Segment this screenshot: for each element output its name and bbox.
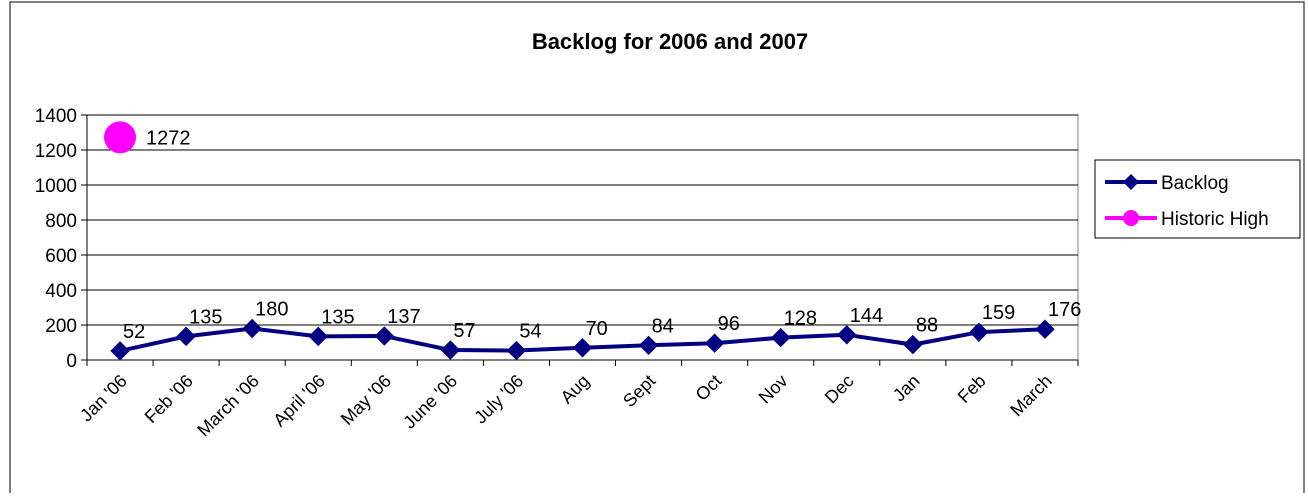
data-point-backlog (374, 326, 395, 346)
data-label-backlog: 88 (916, 315, 938, 337)
data-point-backlog (1035, 319, 1055, 339)
data-point-backlog (242, 318, 262, 339)
data-point-backlog (969, 322, 989, 342)
data-label-backlog: 52 (123, 321, 145, 343)
data-label-backlog: 128 (784, 308, 817, 330)
data-label-backlog: 135 (321, 306, 354, 328)
data-point-historic-high (104, 121, 137, 154)
data-point-backlog (440, 340, 461, 360)
data-point-backlog (837, 325, 857, 345)
data-point-backlog (572, 338, 593, 358)
data-label-backlog: 159 (982, 302, 1015, 324)
data-point-backlog (176, 326, 196, 347)
data-label-backlog: 57 (453, 320, 475, 342)
data-label-backlog: 180 (255, 299, 288, 321)
legend-label-historic-high: Historic High (1161, 209, 1269, 230)
chart-title: Backlog for 2006 and 2007 (532, 29, 808, 54)
y-tick-label: 1200 (35, 141, 77, 162)
legend-marker-historic-high (1123, 210, 1139, 226)
legend-marker-backlog (1123, 174, 1139, 190)
data-label-historic-high: 1272 (146, 127, 191, 149)
data-label-backlog: 176 (1048, 299, 1081, 321)
data-label-backlog: 144 (850, 305, 883, 327)
data-label-backlog: 96 (718, 313, 740, 335)
data-label-backlog: 54 (519, 321, 541, 343)
y-tick-label: 1000 (35, 176, 77, 197)
data-label-backlog: 84 (652, 315, 674, 337)
data-point-backlog (638, 335, 659, 356)
data-point-backlog (704, 333, 725, 353)
data-point-backlog (770, 327, 791, 348)
data-point-backlog (110, 341, 130, 361)
data-point-backlog (506, 340, 527, 361)
y-tick-label: 600 (45, 246, 77, 267)
data-label-backlog: 70 (586, 318, 608, 340)
data-label-backlog: 135 (189, 306, 222, 328)
y-tick-label: 1400 (35, 106, 77, 127)
data-point-backlog (308, 326, 328, 347)
y-tick-label: 800 (45, 211, 77, 232)
legend-label-backlog: Backlog (1161, 173, 1229, 194)
legend: Backlog Historic High (1094, 159, 1301, 239)
y-tick-label: 0 (66, 351, 77, 372)
y-tick-label: 200 (45, 316, 77, 337)
data-label-backlog: 137 (387, 306, 420, 328)
y-tick-label: 400 (45, 281, 77, 302)
data-point-backlog (903, 334, 923, 355)
